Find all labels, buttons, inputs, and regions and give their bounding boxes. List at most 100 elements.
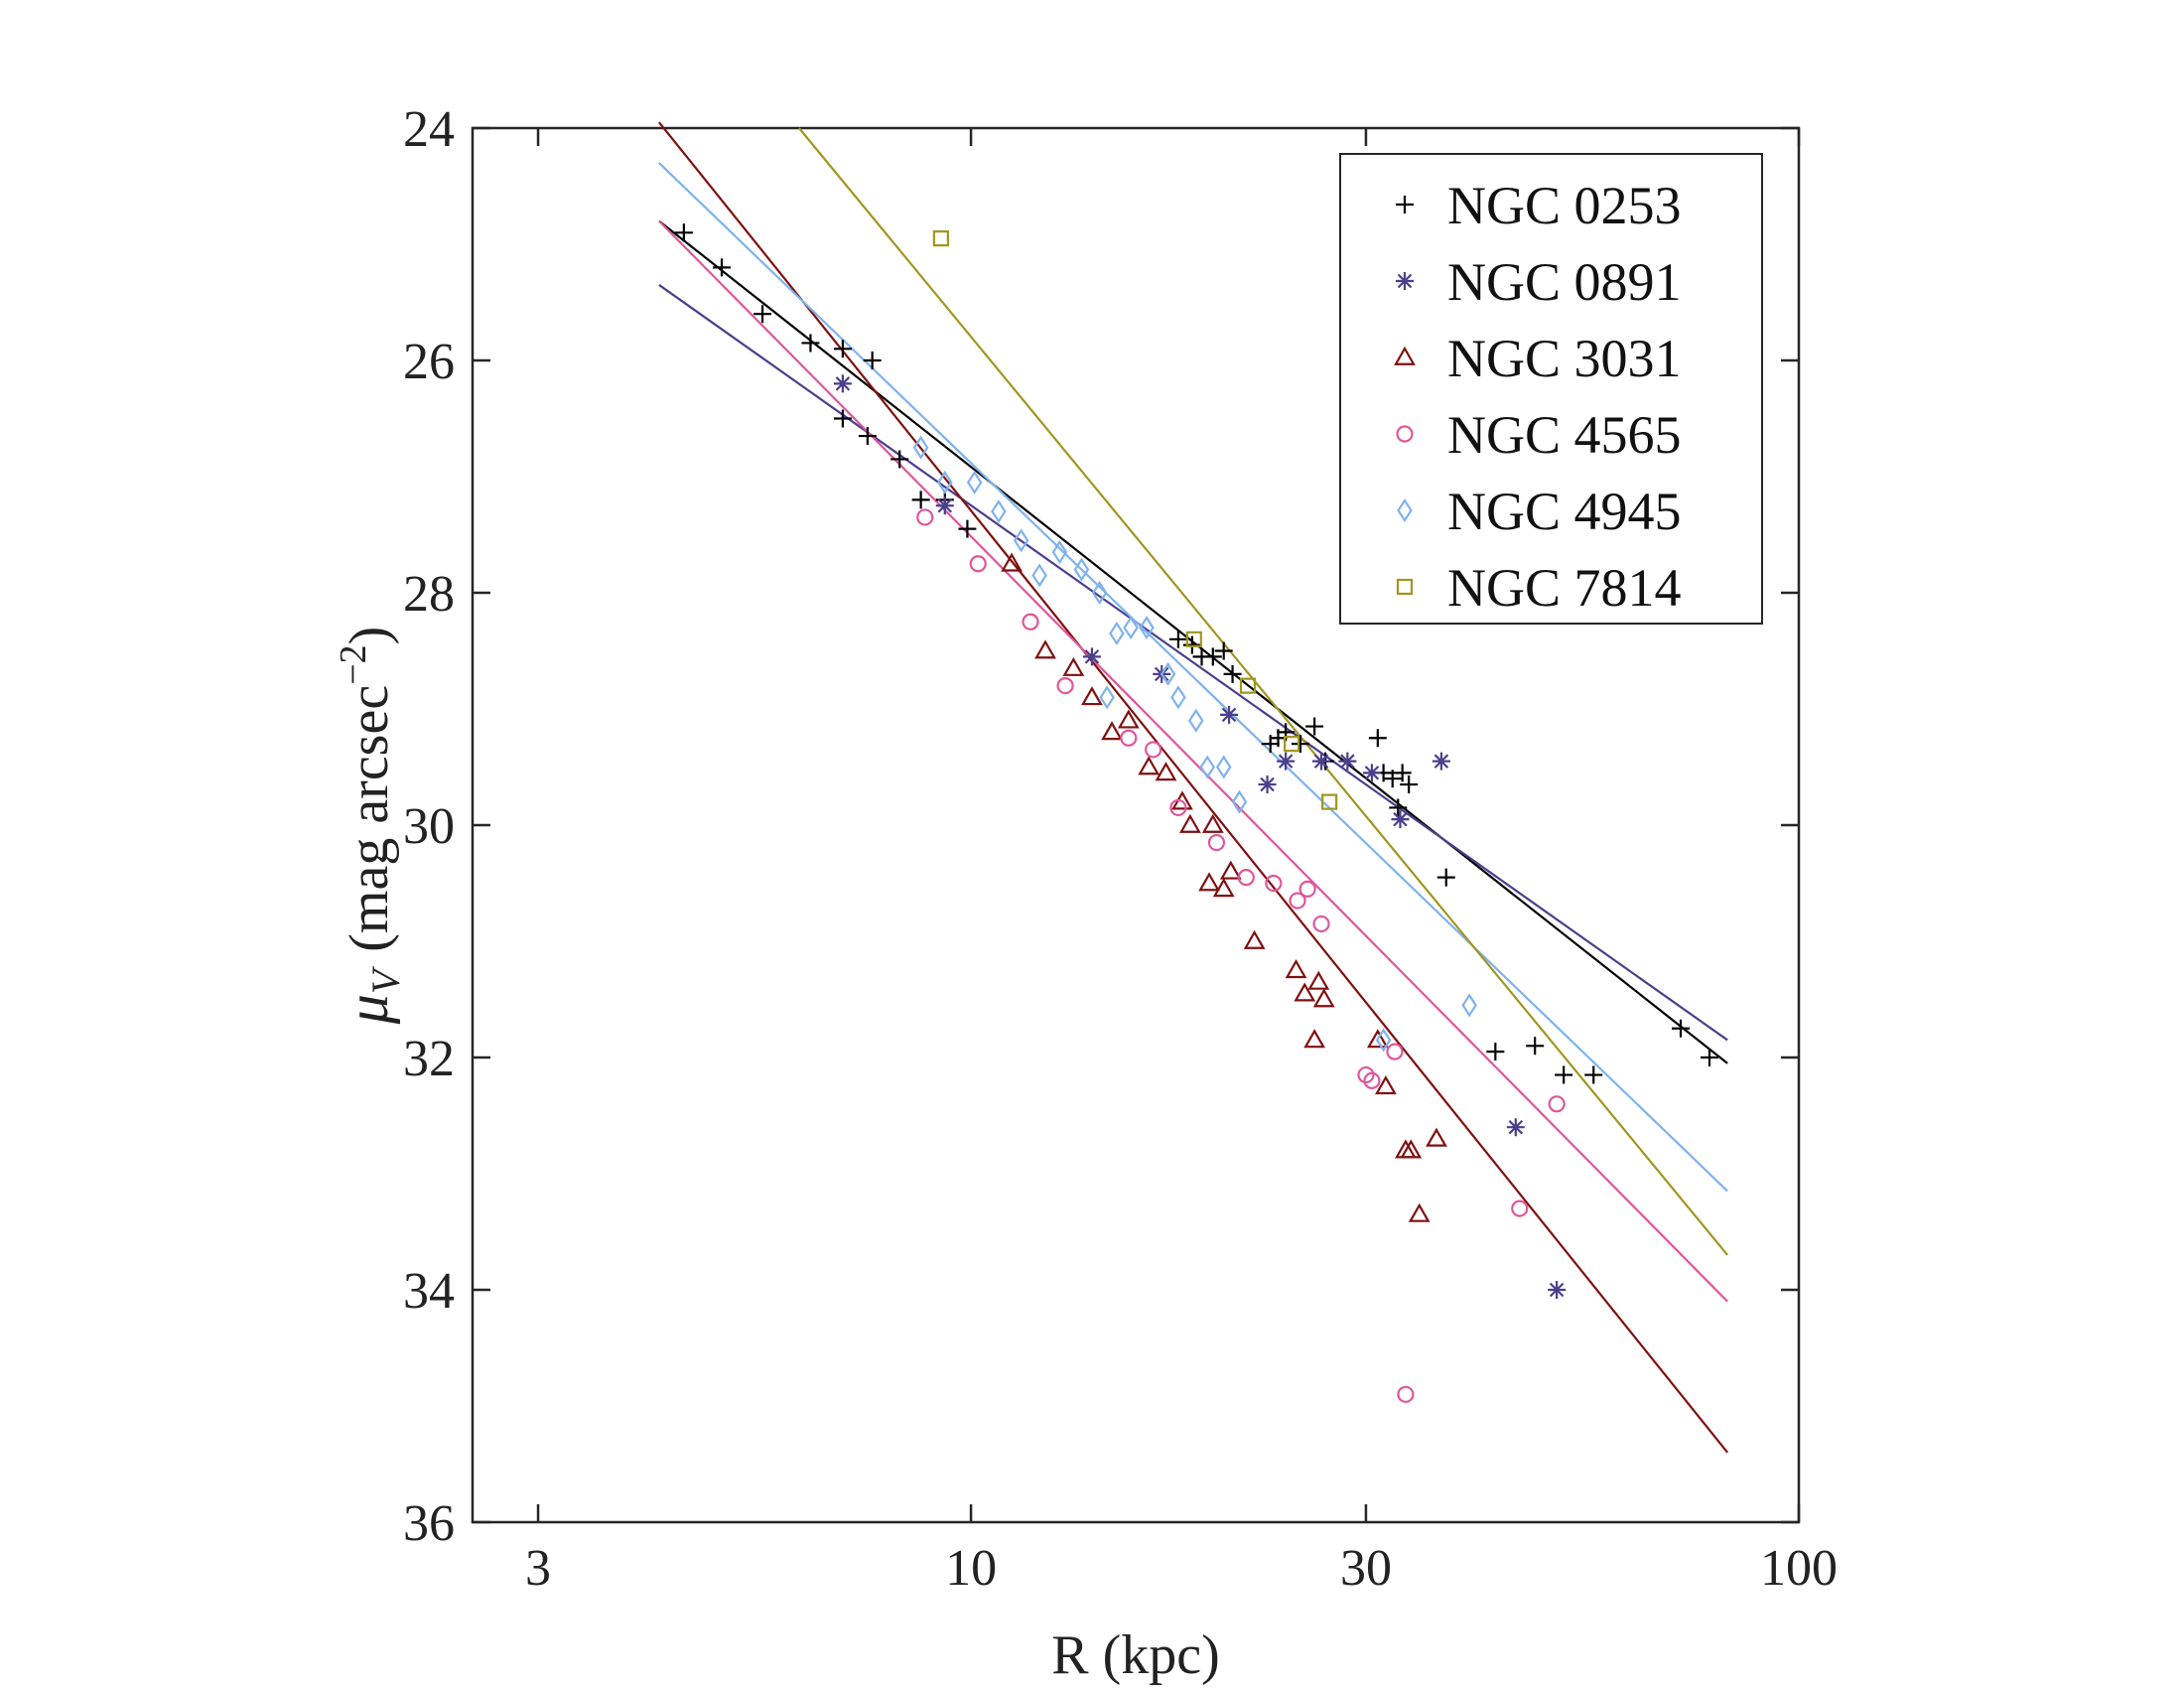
point-ngc-0253 [1436, 868, 1455, 887]
legend-label-ngc-4945: NGC 4945 [1447, 482, 1682, 541]
legend-label-ngc-4565: NGC 4565 [1447, 405, 1682, 465]
point-ngc-4565 [1265, 874, 1283, 893]
point-ngc-4565 [969, 555, 987, 573]
point-ngc-3031 [1243, 929, 1266, 949]
point-ngc-0891 [1277, 752, 1296, 771]
point-ngc-4945 [966, 470, 983, 494]
point-ngc-0253 [1383, 770, 1402, 788]
point-ngc-4945 [1231, 789, 1248, 814]
point-ngc-0253 [674, 223, 693, 242]
point-ngc-3031 [1155, 762, 1177, 781]
y-tick-label: 28 [403, 566, 455, 623]
point-ngc-4565 [1056, 676, 1074, 695]
point-ngc-3031 [1294, 982, 1316, 1002]
point-ngc-0891 [1312, 752, 1331, 771]
point-ngc-0253 [833, 340, 852, 358]
point-ngc-0253 [1389, 798, 1408, 817]
point-ngc-4945 [991, 499, 1007, 524]
point-ngc-0891 [935, 496, 954, 515]
point-ngc-4945 [912, 435, 929, 460]
point-ngc-4945 [1215, 755, 1232, 779]
point-ngc-4565 [1397, 1385, 1415, 1403]
y-tick-label: 32 [403, 1031, 455, 1087]
fit-lines [658, 121, 1728, 1454]
point-ngc-4945 [1160, 661, 1176, 686]
point-ngc-0253 [801, 334, 820, 352]
point-ngc-3031 [1001, 552, 1024, 572]
point-ngc-0253 [863, 352, 882, 369]
point-ngc-7814 [932, 230, 949, 247]
y-axis-exponent: −2 [333, 644, 374, 684]
point-ngc-0253 [1214, 641, 1233, 660]
point-ngc-0891 [1432, 752, 1450, 771]
point-ngc-4565 [1169, 798, 1187, 817]
legend-marker-ngc-0891 [1396, 272, 1414, 290]
point-ngc-0253 [1526, 1037, 1545, 1055]
legend-label-ngc-0253: NGC 0253 [1447, 176, 1682, 235]
point-ngc-0891 [833, 374, 852, 393]
point-ngc-4565 [1237, 869, 1255, 887]
point-ngc-3031 [1219, 860, 1242, 880]
point-ngc-3031 [1426, 1127, 1447, 1147]
point-ngc-0891 [1220, 705, 1239, 724]
legend-label-ngc-3031: NGC 3031 [1447, 329, 1682, 388]
point-ngc-0891 [1391, 810, 1410, 829]
point-ngc-0253 [1555, 1065, 1573, 1084]
fit-line-ngc-4565 [658, 219, 1728, 1303]
point-ngc-3031 [1062, 656, 1085, 676]
y-axis-title: μV (mag arcsec−2) [333, 627, 408, 1026]
data-points [674, 223, 1719, 1403]
point-ngc-4945 [1013, 528, 1029, 553]
point-ngc-3031 [1138, 756, 1160, 775]
y-tick-label: 24 [403, 101, 455, 158]
point-ngc-7814 [1239, 677, 1257, 694]
point-ngc-4565 [1298, 880, 1316, 898]
point-ngc-0253 [753, 305, 772, 324]
fit-line-ngc-0891 [658, 284, 1728, 1042]
point-ngc-3031 [1201, 813, 1224, 833]
x-tick-label: 10 [945, 1540, 997, 1597]
point-ngc-3031 [1081, 686, 1103, 706]
y-tick-label: 34 [403, 1263, 455, 1320]
point-ngc-0253 [890, 450, 909, 469]
axis-ticks [473, 126, 1801, 1524]
point-ngc-3031 [1212, 878, 1235, 898]
point-ngc-0253 [1223, 664, 1242, 683]
point-ngc-0253 [911, 491, 930, 509]
y-axis-symbol: μ [335, 994, 400, 1025]
legend-marker-ngc-0253 [1396, 196, 1414, 213]
point-ngc-4945 [1091, 580, 1108, 606]
x-tick-label: 100 [1760, 1540, 1838, 1597]
point-ngc-0253 [1291, 735, 1309, 754]
x-axis-title: R (kpc) [1051, 1624, 1220, 1686]
legend-marker-ngc-7814 [1396, 578, 1414, 596]
legend-marker-ngc-4945 [1397, 497, 1413, 523]
point-ngc-3031 [1198, 872, 1220, 892]
point-ngc-0253 [713, 258, 732, 277]
point-ngc-4945 [1099, 685, 1115, 710]
fit-line-ngc-3031 [658, 121, 1728, 1454]
legend-box [1339, 153, 1763, 625]
point-ngc-3031 [1408, 1202, 1431, 1222]
point-ngc-0253 [1393, 764, 1412, 782]
point-ngc-0253 [1584, 1065, 1603, 1084]
point-ngc-3031 [1179, 813, 1201, 833]
point-ngc-0891 [1362, 764, 1381, 782]
x-tick-label: 3 [525, 1540, 551, 1597]
point-ngc-0891 [1506, 1118, 1525, 1137]
point-ngc-3031 [1307, 970, 1330, 990]
point-ngc-4565 [1357, 1065, 1375, 1084]
y-tick-label: 26 [403, 334, 455, 390]
point-ngc-0253 [833, 409, 852, 428]
tick-labels: 3 10 30 100 24 26 28 30 32 34 36 [403, 101, 1838, 1597]
point-ngc-4945 [1123, 616, 1139, 640]
point-ngc-4945 [1187, 708, 1204, 733]
point-ngc-4565 [1312, 914, 1330, 933]
point-ngc-3031 [1303, 1029, 1326, 1049]
point-ngc-0253 [1368, 729, 1387, 748]
point-ngc-0253 [1305, 717, 1324, 736]
point-ngc-3031 [1034, 639, 1056, 659]
point-ngc-3031 [1366, 1029, 1389, 1049]
x-tick-label: 30 [1340, 1540, 1392, 1597]
